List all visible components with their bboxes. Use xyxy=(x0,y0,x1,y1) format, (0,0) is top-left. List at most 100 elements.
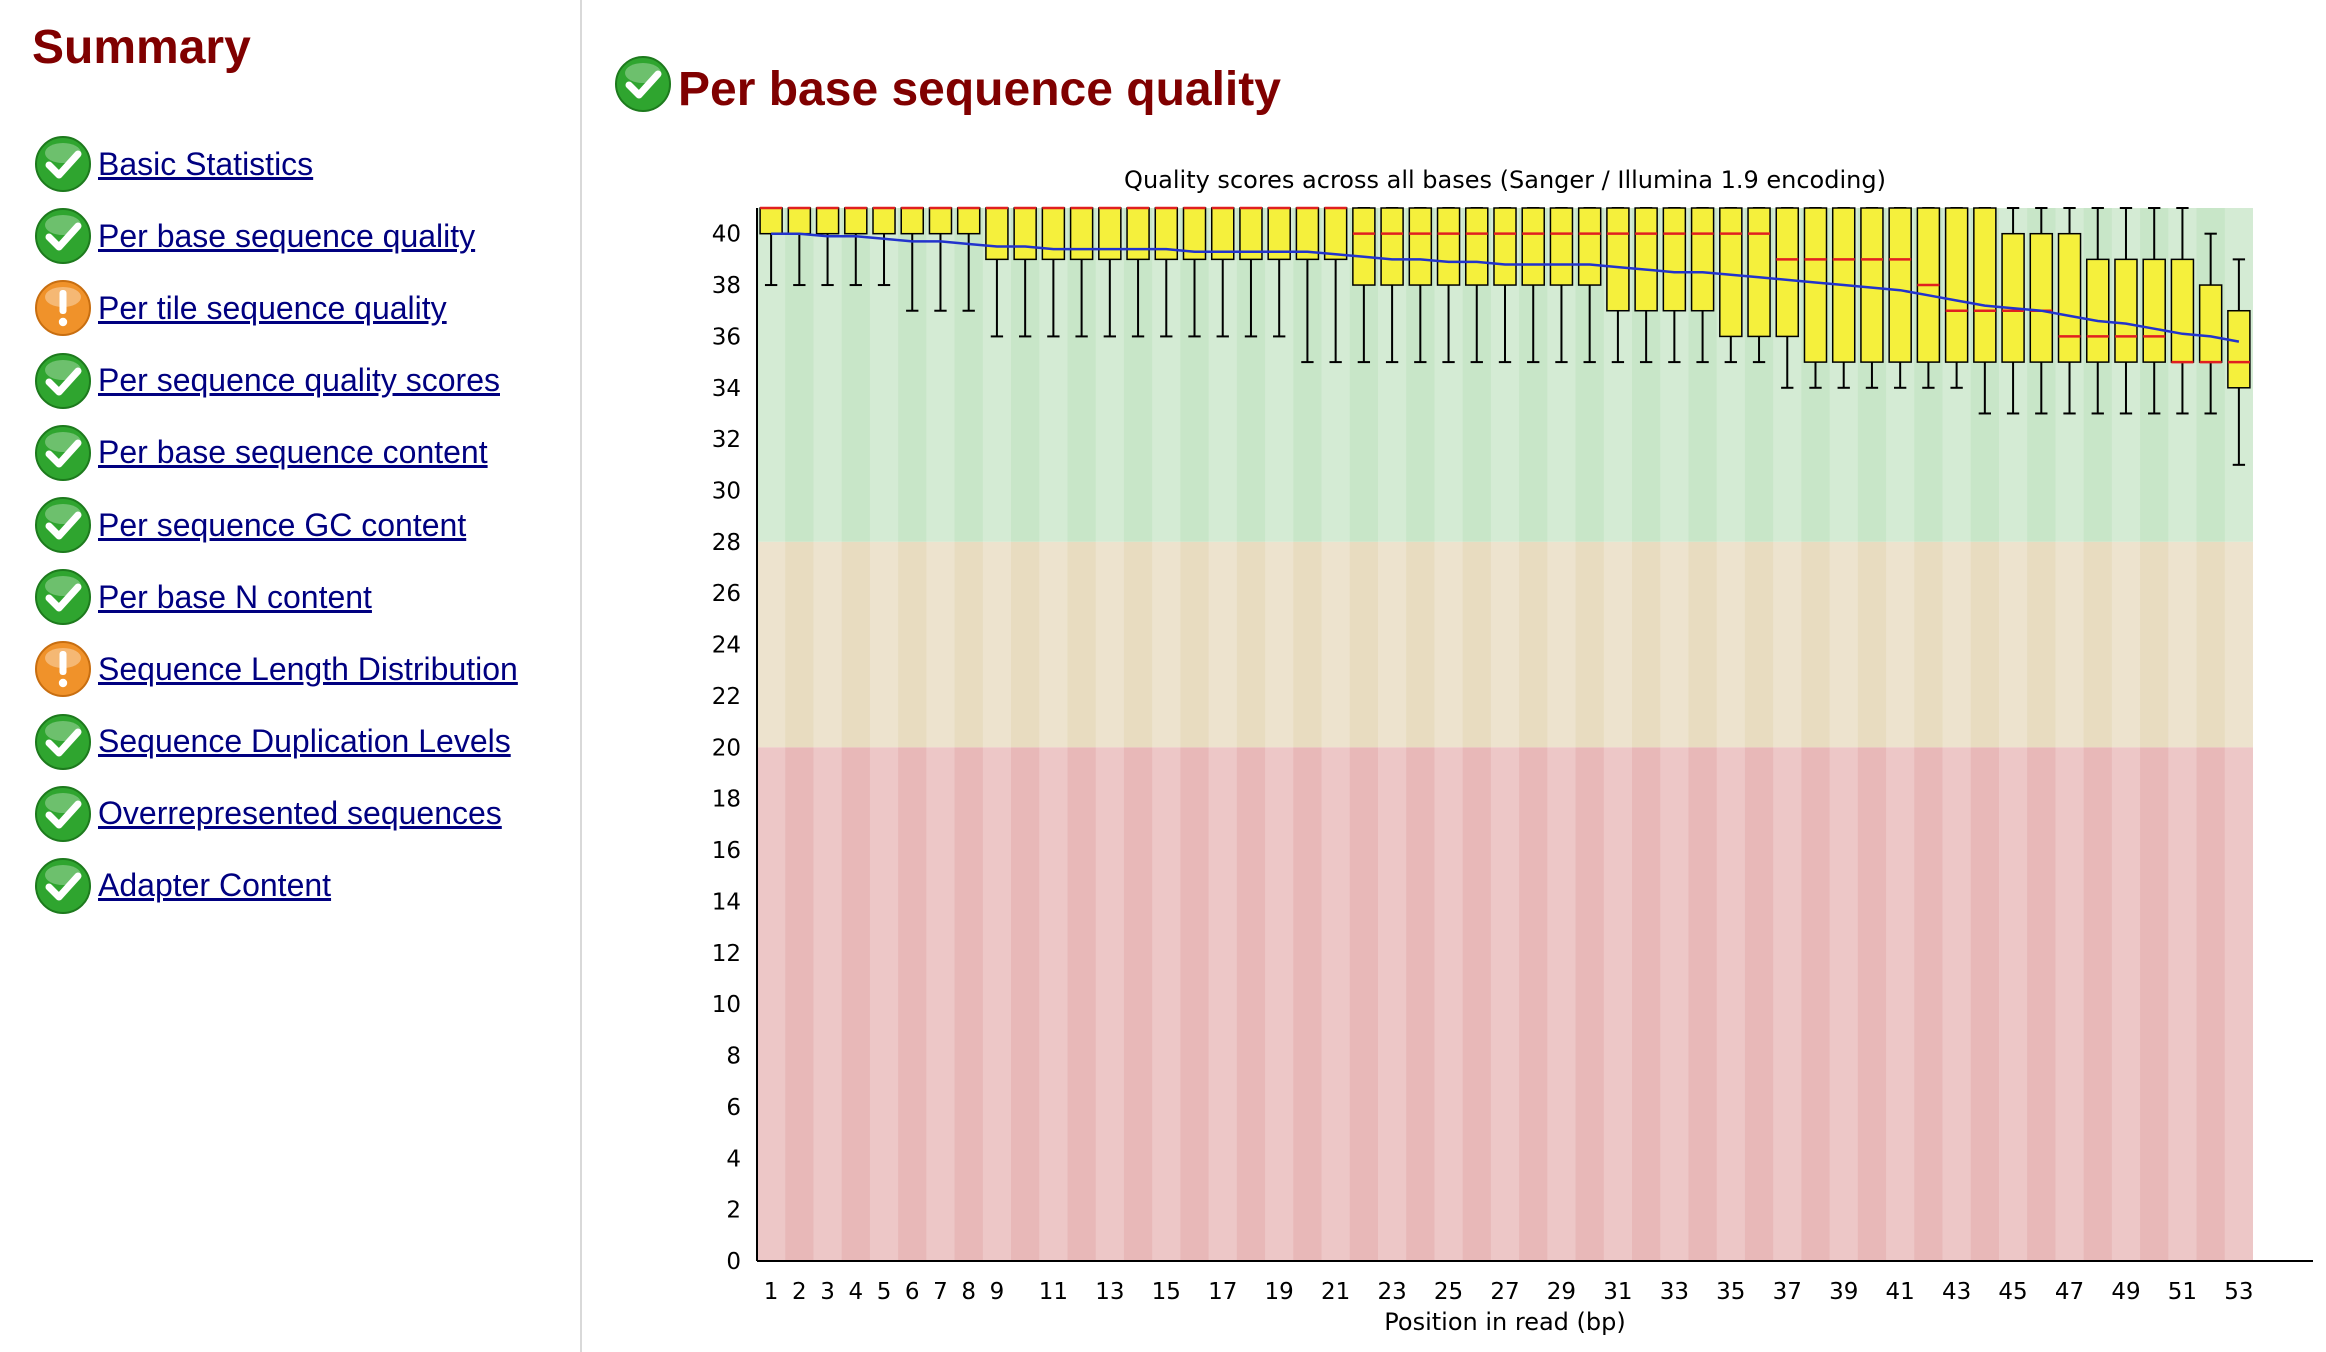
column-stripe xyxy=(1547,208,1576,1261)
pass-icon xyxy=(34,785,92,843)
quartile-box xyxy=(1041,207,1066,261)
quartile-box xyxy=(1747,207,1771,338)
summary-link[interactable]: Overrepresented sequences xyxy=(98,795,502,832)
summary-link[interactable]: Per base sequence quality xyxy=(98,217,476,254)
summary-item: Per sequence quality scores xyxy=(34,345,518,417)
quartile-box xyxy=(872,207,896,235)
column-stripe xyxy=(869,208,899,1261)
y-tick-label: 2 xyxy=(726,1198,741,1224)
quartile-box xyxy=(1860,207,1884,363)
quartile-box xyxy=(2029,232,2054,363)
y-tick-label: 4 xyxy=(726,1146,741,1172)
x-tick-label: 39 xyxy=(1829,1279,1858,1305)
quartile-box xyxy=(2057,232,2082,363)
x-tick-label: 17 xyxy=(1208,1279,1237,1305)
quartile-box xyxy=(1690,207,1715,312)
summary-link[interactable]: Per tile sequence quality xyxy=(98,289,447,326)
quartile-box xyxy=(900,207,925,235)
pass-icon xyxy=(34,713,92,771)
summary-item: Per base sequence content xyxy=(34,417,518,489)
quartile-box xyxy=(787,207,812,235)
summary-item: Basic Statistics xyxy=(34,128,518,200)
y-tick-label: 6 xyxy=(726,1095,741,1121)
module-list: Basic Statistics Per base sequence qualit… xyxy=(34,128,518,922)
y-tick-label: 28 xyxy=(712,530,741,556)
quartile-box xyxy=(2198,284,2223,363)
y-tick-label: 14 xyxy=(712,889,741,915)
x-tick-label: 8 xyxy=(961,1279,976,1305)
y-tick-label: 30 xyxy=(712,479,741,505)
summary-item: Per sequence GC content xyxy=(34,489,518,561)
summary-link[interactable]: Adapter Content xyxy=(98,867,332,904)
quartile-box xyxy=(844,207,868,235)
column-stripe xyxy=(1434,208,1463,1261)
quartile-box xyxy=(1380,207,1404,286)
quartile-box xyxy=(1888,207,1912,363)
quartile-box xyxy=(1352,207,1376,286)
quartile-box xyxy=(1577,207,1602,286)
x-tick-label: 45 xyxy=(1998,1279,2027,1305)
mean-line xyxy=(771,232,2240,343)
column-stripe xyxy=(1095,208,1124,1261)
quartile-box xyxy=(1154,207,1179,261)
x-tick-label: 33 xyxy=(1660,1279,1689,1305)
quartile-box xyxy=(1069,207,1094,261)
x-tick-label: 13 xyxy=(1095,1279,1124,1305)
quartile-box xyxy=(1549,207,1574,286)
x-tick-label: 6 xyxy=(905,1279,920,1305)
quartile-box xyxy=(2114,258,2138,363)
summary-item: Per base sequence quality xyxy=(34,200,518,272)
column-stripe xyxy=(1716,208,1745,1261)
quartile-box xyxy=(1803,207,1828,363)
x-tick-label: 11 xyxy=(1039,1279,1068,1305)
quartile-box xyxy=(1973,207,1997,363)
y-tick-label: 20 xyxy=(712,735,741,761)
column-stripe xyxy=(1660,208,1689,1261)
y-tick-label: 16 xyxy=(712,838,741,864)
pass-icon xyxy=(34,352,92,410)
pass-icon xyxy=(34,135,92,193)
x-tick-label: 23 xyxy=(1377,1279,1406,1305)
quartile-box xyxy=(1521,207,1545,286)
y-tick-label: 8 xyxy=(726,1044,741,1070)
x-tick-label: 37 xyxy=(1773,1279,1802,1305)
quartile-box xyxy=(1323,207,1348,261)
quartile-box xyxy=(759,207,783,235)
y-tick-label: 34 xyxy=(712,376,741,402)
quartile-box xyxy=(2170,258,2195,363)
summary-link[interactable]: Per base N content xyxy=(98,578,372,615)
x-tick-label: 19 xyxy=(1265,1279,1294,1305)
quartile-box xyxy=(2227,309,2251,389)
pass-icon xyxy=(34,568,92,626)
x-tick-label: 15 xyxy=(1152,1279,1181,1305)
y-tick-label: 36 xyxy=(712,324,741,350)
summary-item: Overrepresented sequences xyxy=(34,778,518,850)
y-tick-label: 26 xyxy=(712,581,741,607)
pass-icon xyxy=(34,424,92,482)
quartile-box xyxy=(1436,207,1461,286)
x-tick-label: 3 xyxy=(820,1279,835,1305)
y-tick-label: 22 xyxy=(712,684,741,710)
module-title: Per base sequence quality xyxy=(678,63,1281,116)
summary-link[interactable]: Per sequence quality scores xyxy=(98,362,500,399)
summary-link[interactable]: Basic Statistics xyxy=(98,145,314,182)
quartile-box xyxy=(1493,207,1517,286)
column-stripe xyxy=(926,208,955,1261)
quartile-box xyxy=(1465,207,1489,286)
y-tick-label: 12 xyxy=(712,941,741,967)
quartile-box xyxy=(2142,258,2166,363)
summary-link[interactable]: Per sequence GC content xyxy=(98,506,467,543)
x-tick-label: 29 xyxy=(1547,1279,1576,1305)
y-tick-label: 38 xyxy=(712,273,741,299)
summary-link[interactable]: Sequence Duplication Levels xyxy=(98,723,511,760)
summary-title: Summary xyxy=(32,21,251,74)
y-tick-label: 40 xyxy=(712,222,741,248)
summary-sidebar: Summary Basic Statistics Per base sequenc… xyxy=(0,0,582,1352)
summary-item: Sequence Duplication Levels xyxy=(34,706,518,778)
x-tick-label: 27 xyxy=(1490,1279,1519,1305)
summary-link[interactable]: Per base sequence content xyxy=(98,434,488,471)
warning-icon xyxy=(34,279,92,337)
x-tick-label: 2 xyxy=(792,1279,807,1305)
summary-link[interactable]: Sequence Length Distribution xyxy=(98,650,518,687)
